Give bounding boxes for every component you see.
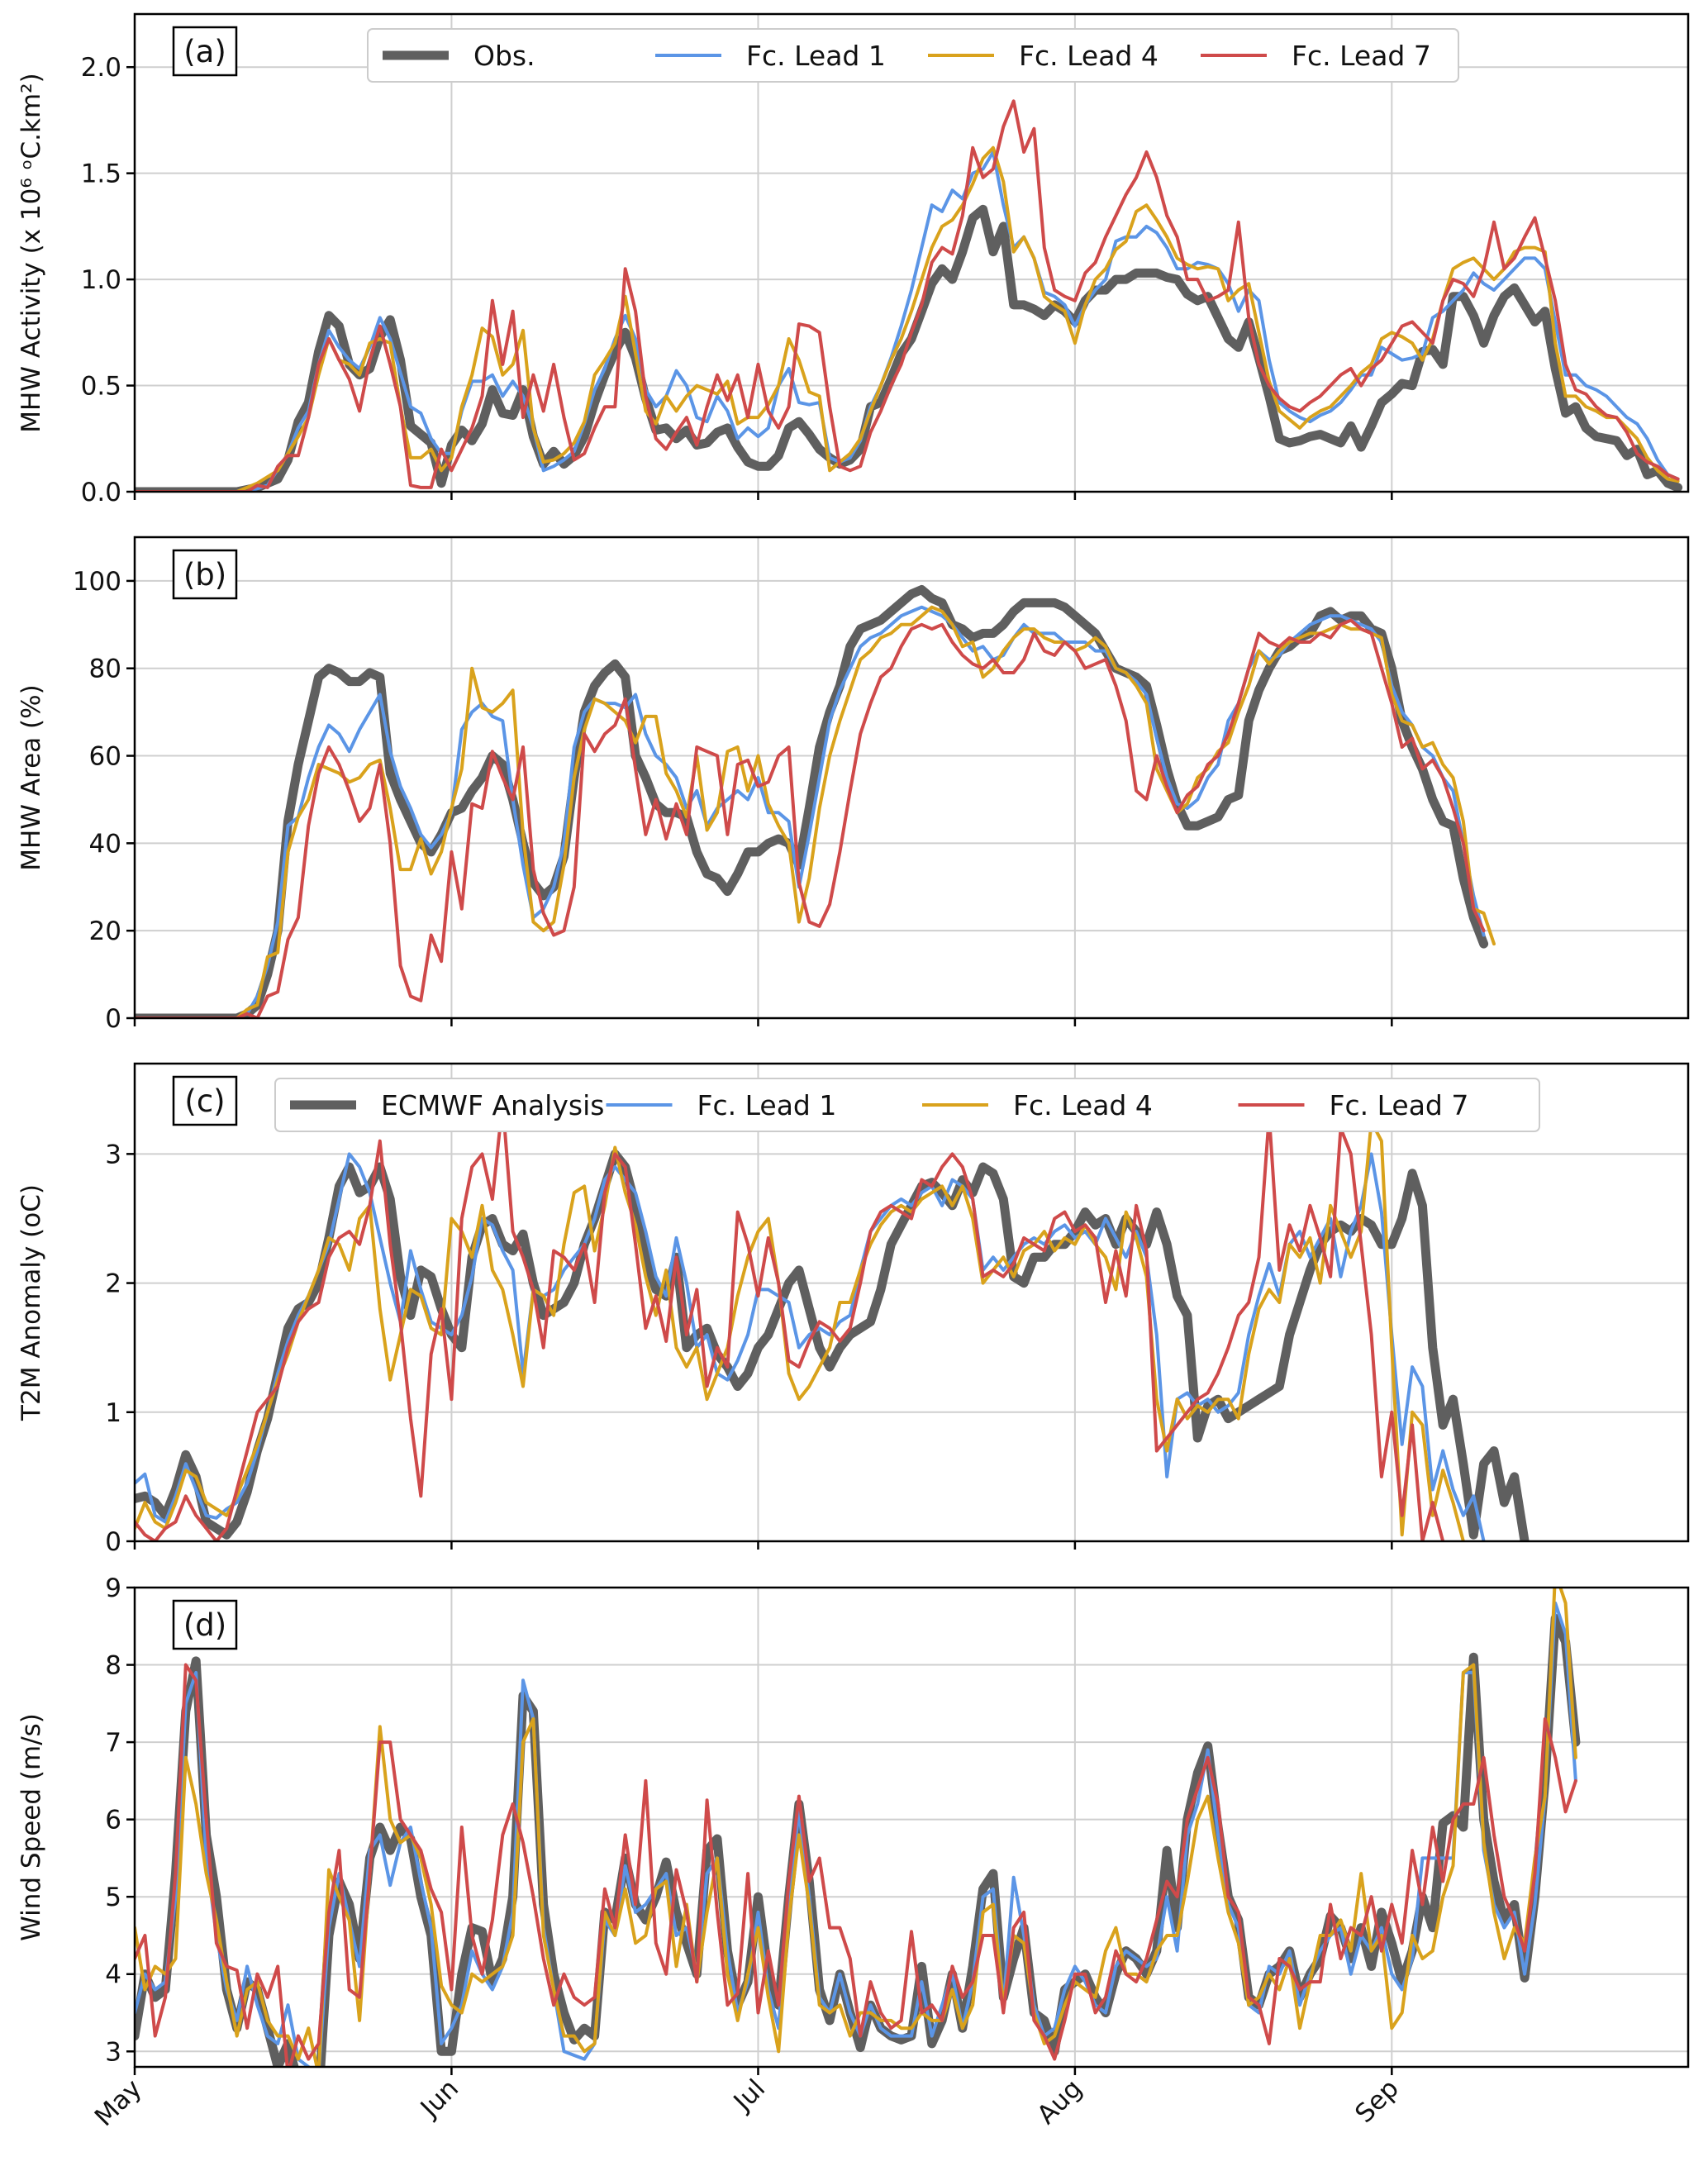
panel-1: 0.0 0.5 1.0 1.5 2.0 MHW Activity (x 10⁶ ᵒC.km… xyxy=(17,12,1690,507)
legend: ECMWF Analysis Fc. Lead 1 Fc. Lead 4 Fc. Le… xyxy=(274,1078,1540,1132)
y-tick-label: 0.0 xyxy=(81,478,121,507)
y-axis-label: T2M Anomaly (oC) xyxy=(17,1184,46,1421)
y-tick-label: 8 xyxy=(105,1651,121,1681)
legend-box xyxy=(367,28,1459,83)
y-tick-label: 1.0 xyxy=(81,265,121,295)
legend-label: Fc. Lead 4 xyxy=(1019,40,1158,72)
y-tick-label: 3 xyxy=(105,1140,121,1169)
series-group xyxy=(135,1588,1581,2067)
panel-tag: (a) xyxy=(183,34,226,69)
series-line-fc-lead-4 xyxy=(135,1120,1465,1541)
series-line-fc-lead-7 xyxy=(135,99,1680,492)
y-tick-label: 2.0 xyxy=(81,53,121,83)
y-tick-label: 1 xyxy=(105,1398,121,1428)
legend-label: Obs. xyxy=(473,40,535,72)
y-tick-label: 0 xyxy=(105,1004,121,1034)
series-line-fc-lead-1 xyxy=(135,1152,1486,1541)
panel-tag: (d) xyxy=(183,1607,226,1643)
legend-box xyxy=(274,1078,1540,1132)
axes-frame xyxy=(133,12,1690,493)
y-tick-label: 4 xyxy=(105,1960,121,1990)
legend-label: Fc. Lead 1 xyxy=(746,40,886,72)
y-tick-label: 2 xyxy=(105,1269,121,1299)
axes-frame xyxy=(133,1062,1690,1543)
y-tick-label: 5 xyxy=(105,1883,121,1912)
y-axis-label: MHW Area (%) xyxy=(17,684,46,870)
panel-2: 0 20 40 60 80 100 MHW Area (%) (b) xyxy=(17,536,1690,1034)
legend-label: Fc. Lead 7 xyxy=(1330,1089,1469,1121)
panel-tag: (c) xyxy=(184,1083,225,1119)
y-tick-label: 60 xyxy=(89,742,121,772)
series-line-fc-lead-7 xyxy=(135,1663,1577,2067)
y-tick-label: 40 xyxy=(89,829,121,859)
series-group xyxy=(135,99,1683,492)
y-tick-label: 0.5 xyxy=(81,372,121,402)
y-tick-label: 6 xyxy=(105,1806,121,1835)
y-axis-label: MHW Activity (x 10⁶ ᵒC.km²) xyxy=(17,73,46,432)
legend-label: Fc. Lead 7 xyxy=(1292,40,1431,72)
axes-frame xyxy=(133,1586,1690,2069)
panel-4: 3 4 5 6 7 8 9 Wind Speed (m/s) (d) xyxy=(17,1573,1690,2075)
y-tick-label: 100 xyxy=(73,567,121,597)
panel-tag-box xyxy=(172,26,238,77)
y-tick-label: 80 xyxy=(89,655,121,684)
panel-3: 0 1 2 3 T2M Anomaly (oC) (c) ECMWF Analysis Fc.… xyxy=(17,1062,1690,1557)
y-tick-label: 9 xyxy=(105,1573,121,1603)
series-line-fc-lead-7 xyxy=(135,618,1486,1018)
panel-tag-box xyxy=(172,1075,238,1126)
panel-tag: (b) xyxy=(183,557,226,593)
y-tick-label: 7 xyxy=(105,1728,121,1758)
legend: Obs. Fc. Lead 1 Fc. Lead 4 Fc. Lead 7 xyxy=(367,28,1459,83)
series-line-fc-lead-7 xyxy=(135,1100,1445,1541)
y-axis-label: Wind Speed (m/s) xyxy=(17,1713,46,1941)
legend-label: Fc. Lead 4 xyxy=(1013,1089,1153,1121)
y-tick-label: 20 xyxy=(89,916,121,946)
series-line-fc-lead-4 xyxy=(135,605,1496,1018)
y-tick-label: 0 xyxy=(105,1527,121,1557)
axes-frame xyxy=(133,536,1690,1020)
legend-label: Fc. Lead 1 xyxy=(697,1089,837,1121)
panel-tag-box xyxy=(172,549,238,600)
series-line-obs xyxy=(135,204,1683,492)
y-tick-label: 3 xyxy=(105,2037,121,2067)
legend-label: ECMWF Analysis xyxy=(381,1089,604,1121)
series-group xyxy=(135,585,1496,1018)
series-group xyxy=(135,1100,1530,1541)
panel-tag-box xyxy=(172,1599,238,1650)
y-tick-label: 1.5 xyxy=(81,159,121,189)
